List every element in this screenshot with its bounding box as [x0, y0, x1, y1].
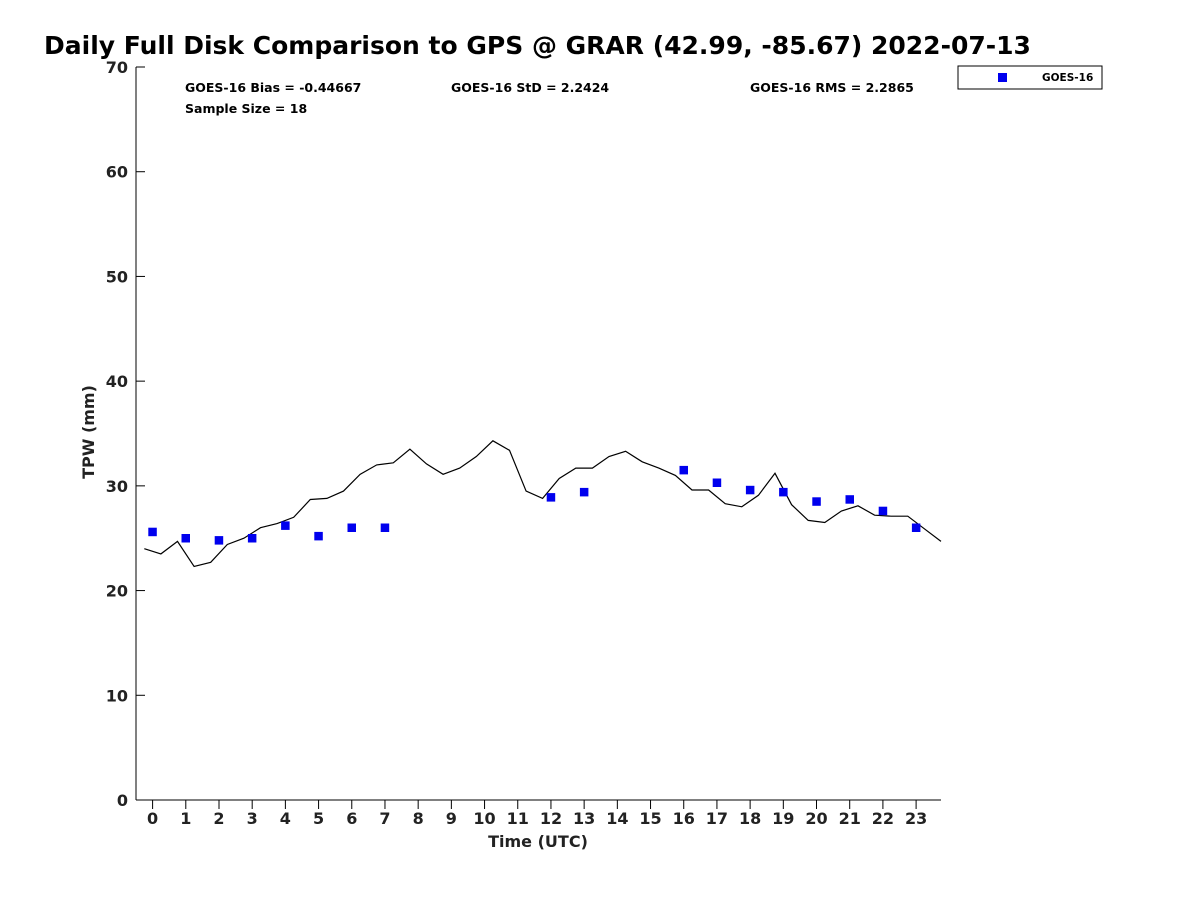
x-tick-label: 4: [280, 809, 291, 828]
gps-line-series: [144, 440, 942, 568]
chart-title: Daily Full Disk Comparison to GPS @ GRAR…: [44, 31, 1031, 60]
stat-sample-size: Sample Size = 18: [185, 101, 307, 116]
x-ticks: 0 1 2 3 4 5 6 7 8 9 10 11 12 13 14 15 16 17 18 19 20 21 22 23: [147, 800, 927, 828]
x-tick-label: 11: [507, 809, 529, 828]
y-tick-label: 60: [106, 163, 128, 182]
goes-16-point: [148, 527, 157, 537]
x-tick-label: 19: [772, 809, 794, 828]
goes-16-point: [281, 521, 290, 530]
x-tick-label: 5: [313, 809, 324, 828]
y-ticks: 0 10 20 30 40 50 60 70: [106, 58, 145, 810]
goes-16-point: [779, 487, 788, 497]
x-tick-label: 13: [573, 809, 595, 828]
goes-16-point: [181, 534, 190, 543]
x-tick-label: 9: [446, 809, 457, 828]
x-tick-label: 18: [739, 809, 761, 828]
goes-16-point: [314, 531, 323, 541]
x-tick-label: 21: [839, 809, 861, 828]
legend-marker-goes-16: [998, 73, 1007, 82]
x-tick-label: 15: [639, 809, 661, 828]
y-tick-label: 30: [106, 477, 128, 496]
y-tick-label: 10: [106, 686, 128, 705]
y-tick-label: 40: [106, 372, 128, 391]
x-tick-label: 12: [540, 809, 562, 828]
y-tick-label: 20: [106, 582, 128, 601]
x-tick-label: 1: [180, 809, 191, 828]
x-tick-label: 8: [413, 809, 424, 828]
goes-16-point: [845, 495, 854, 504]
x-tick-label: 17: [706, 809, 728, 828]
axes: [135, 67, 941, 801]
goes-16-point: [380, 523, 390, 532]
y-tick-label: 70: [106, 58, 128, 77]
legend-box: [957, 65, 1103, 90]
stat-std: GOES-16 StD = 2.2424: [451, 80, 609, 95]
legend: GOES-16: [957, 65, 1103, 90]
goes-16-point: [546, 493, 556, 502]
y-axis-label: TPW (mm): [79, 385, 98, 479]
x-tick-label: 16: [673, 809, 695, 828]
x-tick-label: 0: [147, 809, 158, 828]
stat-bias: GOES-16 Bias = -0.44667: [185, 80, 361, 95]
goes-16-point: [347, 523, 356, 532]
y-tick-label: 50: [106, 267, 128, 286]
goes-16-point: [812, 497, 821, 506]
y-tick-label: 0: [117, 791, 128, 810]
x-tick-label: 10: [473, 809, 495, 828]
goes-16-point: [247, 534, 257, 543]
plot-area: [144, 440, 942, 568]
x-tick-label: 22: [872, 809, 894, 828]
goes-16-point: [712, 478, 722, 487]
x-tick-label: 2: [213, 809, 224, 828]
x-tick-label: 14: [606, 809, 628, 828]
legend-label-goes-16: GOES-16: [1042, 72, 1093, 84]
goes-16-point: [579, 487, 589, 497]
goes-16-point: [214, 536, 224, 545]
x-tick-label: 6: [346, 809, 357, 828]
goes-16-point: [679, 465, 688, 475]
goes-16-point: [911, 523, 921, 532]
goes-16-point: [745, 485, 755, 495]
goes-16-point: [878, 506, 888, 516]
x-axis-label: Time (UTC): [488, 832, 588, 851]
x-tick-label: 23: [905, 809, 927, 828]
stat-rms: GOES-16 RMS = 2.2865: [750, 80, 914, 95]
x-tick-label: 20: [805, 809, 827, 828]
x-tick-label: 3: [247, 809, 258, 828]
x-tick-label: 7: [379, 809, 390, 828]
